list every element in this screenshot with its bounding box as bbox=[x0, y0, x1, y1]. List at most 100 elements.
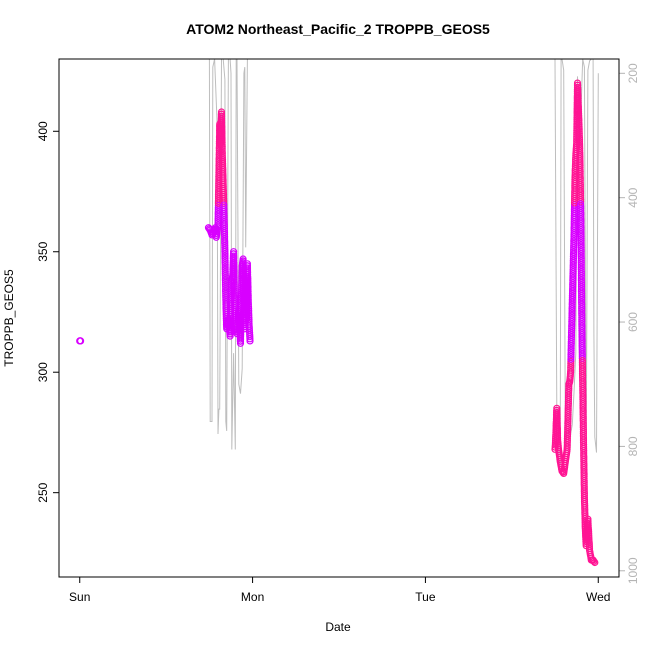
x-axis-label: Date bbox=[325, 620, 351, 634]
axes-layer: Sun Mon Tue Wed 250 300 350 400 200 400 600 800 1000 bbox=[36, 63, 640, 604]
data-point bbox=[574, 99, 582, 107]
data-point bbox=[566, 368, 575, 376]
y2-tick-label: 800 bbox=[626, 436, 640, 456]
data-point bbox=[567, 344, 575, 352]
data-point bbox=[577, 272, 586, 280]
data-point bbox=[244, 298, 252, 306]
data-point bbox=[564, 421, 572, 430]
data-point bbox=[575, 112, 583, 120]
points-layer bbox=[76, 79, 599, 567]
y-tick-label: 300 bbox=[36, 362, 50, 382]
data-point bbox=[215, 164, 223, 172]
y-axis-label: TROPPB_GEOS5 bbox=[2, 269, 16, 367]
data-point bbox=[246, 337, 254, 345]
data-point bbox=[567, 346, 575, 354]
data-point bbox=[577, 232, 585, 240]
data-point bbox=[568, 322, 576, 330]
data-point bbox=[577, 252, 585, 260]
data-point bbox=[221, 256, 229, 265]
data-point bbox=[567, 331, 576, 339]
data-point bbox=[578, 302, 586, 311]
data-point bbox=[567, 335, 576, 343]
data-point bbox=[577, 248, 585, 256]
data-point bbox=[221, 254, 229, 262]
data-point bbox=[245, 305, 253, 313]
data-point bbox=[574, 90, 582, 98]
y2-tick-label: 1000 bbox=[626, 557, 640, 584]
data-point bbox=[577, 228, 585, 236]
data-point bbox=[571, 171, 579, 179]
data-point bbox=[244, 300, 252, 308]
data-point bbox=[567, 355, 575, 363]
data-point bbox=[578, 307, 586, 315]
data-point bbox=[577, 226, 585, 234]
data-point bbox=[575, 116, 583, 124]
data-point bbox=[574, 92, 582, 100]
data-point bbox=[76, 337, 85, 345]
data-point bbox=[577, 291, 586, 300]
data-point bbox=[221, 274, 229, 282]
data-point bbox=[577, 239, 585, 247]
data-point bbox=[571, 169, 579, 177]
data-point bbox=[567, 329, 576, 337]
data-point bbox=[567, 333, 576, 341]
y-tick-label: 350 bbox=[36, 241, 50, 261]
data-point bbox=[574, 94, 582, 103]
data-point bbox=[575, 121, 583, 129]
data-point bbox=[568, 324, 576, 332]
data-point bbox=[577, 281, 586, 289]
data-point bbox=[218, 119, 226, 127]
x-tick-label: Sun bbox=[69, 590, 90, 604]
data-point bbox=[221, 250, 229, 258]
data-point bbox=[245, 307, 253, 315]
data-point bbox=[230, 254, 238, 262]
data-point bbox=[571, 167, 579, 175]
data-point bbox=[577, 294, 586, 302]
data-point bbox=[570, 237, 578, 245]
data-point bbox=[577, 298, 586, 306]
data-point bbox=[577, 256, 585, 265]
data-point bbox=[591, 558, 599, 567]
data-point bbox=[577, 270, 586, 278]
data-point bbox=[577, 274, 586, 282]
x-tick-label: Tue bbox=[415, 590, 436, 604]
data-point bbox=[244, 302, 253, 311]
data-point bbox=[568, 313, 576, 322]
data-point bbox=[568, 307, 576, 315]
data-point bbox=[577, 237, 585, 245]
data-point bbox=[244, 296, 252, 304]
data-point bbox=[567, 366, 575, 374]
data-point bbox=[575, 118, 583, 127]
data-point bbox=[568, 309, 576, 317]
x-tick-label: Mon bbox=[241, 590, 264, 604]
data-point bbox=[569, 248, 578, 256]
data-point bbox=[574, 96, 582, 105]
data-point bbox=[590, 557, 598, 565]
data-point bbox=[569, 265, 577, 274]
data-point bbox=[577, 261, 585, 269]
data-point bbox=[578, 305, 586, 313]
y2-tick-label: 200 bbox=[626, 63, 640, 83]
data-point bbox=[577, 296, 586, 304]
data-point bbox=[574, 101, 582, 109]
data-point bbox=[569, 257, 577, 265]
y-tick-label: 400 bbox=[36, 121, 50, 141]
data-point bbox=[569, 274, 577, 282]
data-point bbox=[571, 164, 579, 173]
data-point bbox=[575, 114, 583, 122]
data-point bbox=[570, 239, 578, 247]
data-point bbox=[577, 276, 586, 284]
data-point bbox=[573, 81, 582, 89]
data-point bbox=[221, 270, 229, 278]
data-point bbox=[221, 272, 229, 280]
x-tick-label: Wed bbox=[586, 590, 610, 604]
y2-tick-label: 600 bbox=[626, 312, 640, 332]
data-point bbox=[577, 230, 585, 238]
secondary-line-layer bbox=[208, 58, 599, 466]
data-point bbox=[568, 311, 576, 319]
data-point bbox=[215, 162, 223, 170]
data-point bbox=[568, 292, 577, 300]
plot-frame bbox=[58, 58, 620, 578]
data-point bbox=[577, 250, 585, 258]
